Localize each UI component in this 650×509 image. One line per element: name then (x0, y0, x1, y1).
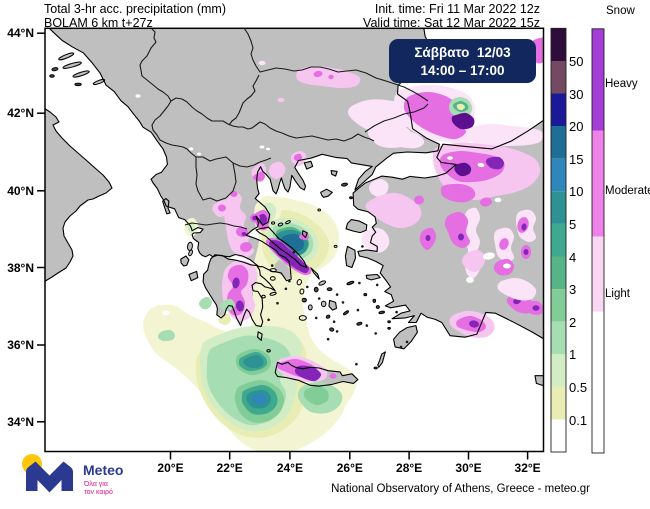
svg-text:τον καιρό: τον καιρό (84, 488, 113, 496)
svg-text:Meteo: Meteo (83, 462, 123, 478)
svg-text:Όλα για: Όλα για (83, 481, 108, 488)
